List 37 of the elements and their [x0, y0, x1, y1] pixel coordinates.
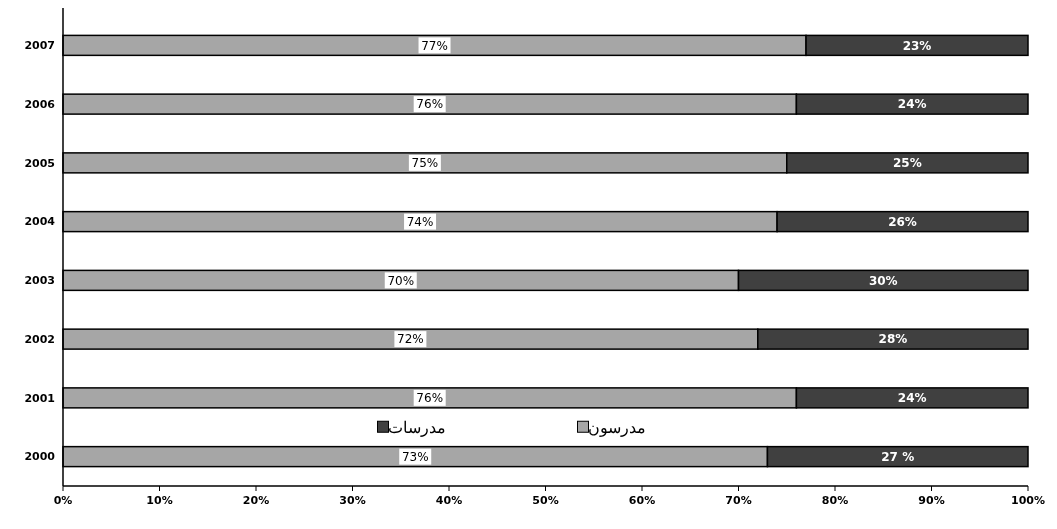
- data-label: 26%: [888, 214, 917, 229]
- x-tick-label: 40%: [435, 494, 463, 507]
- data-label: 76%: [416, 97, 444, 112]
- x-tick-label: 30%: [339, 494, 366, 507]
- legend-label: مدرسات: [387, 417, 446, 437]
- x-tick-label: 90%: [918, 494, 945, 507]
- data-label: 76%: [416, 391, 444, 406]
- y-tick-label: 2007: [24, 39, 55, 53]
- data-label: 28%: [878, 332, 908, 347]
- x-tick-label: 80%: [821, 494, 849, 507]
- y-tick-label: 2002: [24, 332, 55, 346]
- x-tick-label: 100%: [1011, 494, 1045, 507]
- data-label: 73%: [401, 449, 429, 464]
- data-label: 30%: [868, 273, 898, 288]
- y-tick-label: 2005: [24, 156, 55, 170]
- data-label: 27 %: [881, 449, 915, 464]
- x-tick-label: 50%: [532, 494, 559, 507]
- data-label: 24%: [897, 97, 927, 112]
- data-label: 72%: [397, 332, 424, 347]
- x-tick-label: 20%: [242, 494, 270, 507]
- data-label: 74%: [406, 214, 434, 229]
- x-tick-label: 0%: [53, 494, 73, 507]
- data-label: 70%: [387, 273, 415, 288]
- data-label: 23%: [902, 38, 932, 53]
- data-label: 24%: [897, 391, 927, 406]
- y-tick-label: 2003: [24, 274, 55, 288]
- data-label: 77%: [421, 38, 448, 53]
- y-tick-label: 2001: [24, 391, 55, 405]
- legend-label: مدرسون: [587, 417, 646, 437]
- x-tick-label: 60%: [628, 494, 656, 507]
- data-label: 75%: [411, 156, 439, 171]
- data-label: 25%: [893, 156, 922, 171]
- x-tick-label: 70%: [725, 494, 752, 507]
- y-tick-label: 2004: [24, 215, 56, 229]
- x-tick-label: 10%: [146, 494, 173, 507]
- y-tick-label: 2000: [24, 450, 56, 464]
- y-tick-label: 2006: [24, 97, 56, 111]
